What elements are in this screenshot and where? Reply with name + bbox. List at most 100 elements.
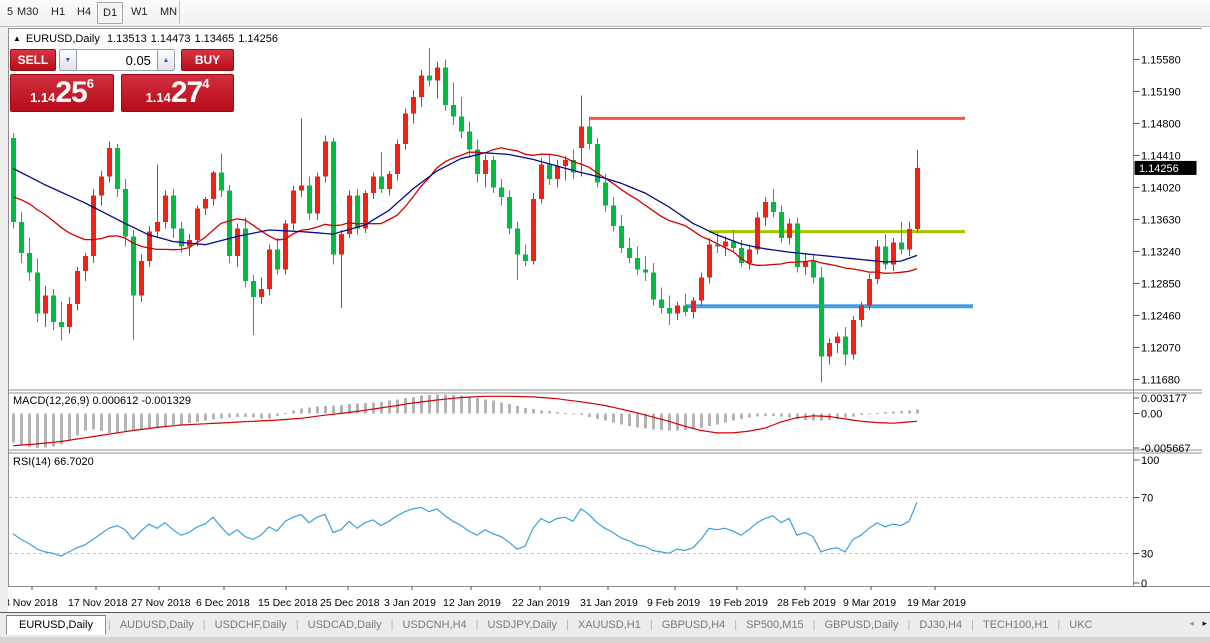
- candle-body: [427, 75, 432, 81]
- macd-histogram-bar: [36, 413, 39, 449]
- tab-DJ30,H4[interactable]: DJ30,H4: [919, 619, 963, 631]
- price-axis-label: 1.13630: [1141, 214, 1181, 226]
- macd-histogram-bar: [692, 413, 695, 430]
- candle-body: [19, 221, 24, 253]
- macd-histogram-bar: [436, 394, 439, 414]
- candle-body: [83, 256, 88, 271]
- timeframe-button-H1[interactable]: H1: [51, 6, 66, 18]
- candle-body: [619, 225, 624, 249]
- macd-histogram-bar: [52, 413, 55, 447]
- macd-histogram-bar: [116, 413, 119, 433]
- macd-histogram-bar: [204, 413, 207, 421]
- tab-XAUUSD,H1[interactable]: XAUUSD,H1: [577, 619, 641, 631]
- candle-body: [363, 193, 368, 229]
- tab-scroll-left-icon[interactable]: ◂: [1189, 618, 1194, 628]
- current-price-tag-label: 1.14256: [1139, 163, 1179, 175]
- macd-histogram-bar: [876, 412, 879, 414]
- tab-USDCHF,Daily[interactable]: USDCHF,Daily: [214, 619, 287, 631]
- candle-body: [243, 228, 248, 281]
- tab-TECH100,H1[interactable]: TECH100,H1: [982, 619, 1049, 631]
- timeframe-button-W1[interactable]: W1: [131, 6, 148, 18]
- tab-separator: |: [390, 619, 394, 631]
- buy-button[interactable]: BUY: [181, 49, 234, 71]
- candle-body: [267, 249, 272, 290]
- candle-body: [307, 185, 312, 214]
- candle-body: [11, 138, 16, 222]
- candle-body: [691, 300, 696, 313]
- timeframe-toolbar: 5 M30 H1 H4 D1 W1 MN: [0, 0, 1210, 27]
- tab-AUDUSD,Daily[interactable]: AUDUSD,Daily: [119, 619, 194, 631]
- macd-histogram-bar: [868, 413, 871, 415]
- candle-body: [203, 198, 208, 209]
- macd-histogram-bar: [132, 413, 135, 430]
- tab-separator: |: [649, 619, 653, 631]
- rsi-axis-label: 30: [1141, 548, 1153, 560]
- macd-histogram-bar: [252, 413, 255, 418]
- tab-EURUSD,Daily[interactable]: EURUSD,Daily: [6, 615, 106, 635]
- candle-body: [627, 248, 632, 258]
- candle-body: [827, 343, 832, 357]
- date-axis-label: 6 Dec 2018: [196, 597, 250, 609]
- candle-body: [179, 228, 184, 247]
- tab-USDJPY,Daily[interactable]: USDJPY,Daily: [487, 619, 558, 631]
- macd-histogram-bar: [228, 413, 231, 418]
- candle-body: [451, 105, 456, 117]
- tab-GBPUSD,H4[interactable]: GBPUSD,H4: [661, 619, 726, 631]
- tab-GBPUSD,Daily[interactable]: GBPUSD,Daily: [824, 619, 899, 631]
- collapse-indicator-icon[interactable]: ▲: [13, 34, 21, 43]
- tab-separator: |: [295, 619, 299, 631]
- macd-histogram-bar: [724, 413, 727, 423]
- chart-symbol-header: ▲ EURUSD,Daily 1.13513 1.14473 1.13465 1.142…: [13, 33, 282, 45]
- sell-price-display[interactable]: 1.14 25 6: [10, 74, 115, 112]
- macd-histogram-bar: [212, 413, 215, 420]
- macd-histogram-bar: [420, 395, 423, 414]
- candle-body: [859, 305, 864, 321]
- buy-price-display[interactable]: 1.14 27 4: [121, 74, 234, 112]
- timeframe-button-MN[interactable]: MN: [160, 6, 178, 18]
- candle-body: [43, 295, 48, 314]
- price-axis-label: 1.14020: [1141, 182, 1181, 194]
- date-axis-label: 9 Mar 2019: [843, 597, 896, 609]
- macd-histogram-bar: [700, 413, 703, 429]
- macd-histogram-bar: [620, 413, 623, 425]
- current-price-tag: [1134, 160, 1197, 175]
- candle-body: [651, 272, 656, 300]
- candle-body: [707, 244, 712, 278]
- volume-decrease-button[interactable]: ▼: [58, 49, 77, 71]
- macd-histogram-bar: [100, 413, 103, 432]
- candle-body: [467, 131, 472, 150]
- price-axis-label: 1.12850: [1141, 278, 1181, 290]
- tab-scroll-right-icon[interactable]: ▸: [1202, 618, 1207, 628]
- macd-histogram-bar: [164, 413, 167, 427]
- volume-input[interactable]: [76, 49, 157, 71]
- candle-body: [395, 143, 400, 175]
- timeframe-button-M30[interactable]: M30: [17, 6, 39, 18]
- candle-body: [731, 241, 736, 249]
- volume-increase-button[interactable]: ▲: [156, 49, 176, 71]
- date-axis-label: 27 Nov 2018: [131, 597, 191, 609]
- candle-body: [459, 116, 464, 132]
- tab-USDCAD,Daily[interactable]: USDCAD,Daily: [307, 619, 382, 631]
- timeframe-button-H4[interactable]: H4: [77, 6, 92, 18]
- tab-UKC[interactable]: UKC: [1069, 619, 1093, 631]
- buy-price-sup: 4: [202, 76, 210, 91]
- timeframe-button-D1[interactable]: D1: [97, 2, 124, 24]
- date-axis-label: 15 Dec 2018: [258, 597, 318, 609]
- candle-body: [739, 248, 744, 263]
- tab-USDCNH,H4[interactable]: USDCNH,H4: [402, 619, 467, 631]
- candle-body: [483, 160, 488, 175]
- candle-body: [803, 261, 808, 267]
- price-axis-label: 1.13240: [1141, 246, 1181, 258]
- sell-button[interactable]: SELL: [10, 49, 56, 71]
- tab-SP500,M15[interactable]: SP500,M15: [746, 619, 804, 631]
- macd-histogram-bar: [324, 406, 327, 414]
- macd-histogram-bar: [348, 404, 351, 414]
- timeframe-button-5[interactable]: 5: [7, 6, 14, 18]
- price-axis-label: 1.14410: [1141, 150, 1181, 162]
- macd-histogram-bar: [652, 413, 655, 430]
- candle-body: [387, 174, 392, 189]
- rsi-axis-label: 100: [1141, 455, 1159, 467]
- candle-body: [315, 176, 320, 214]
- candle-body: [67, 303, 72, 327]
